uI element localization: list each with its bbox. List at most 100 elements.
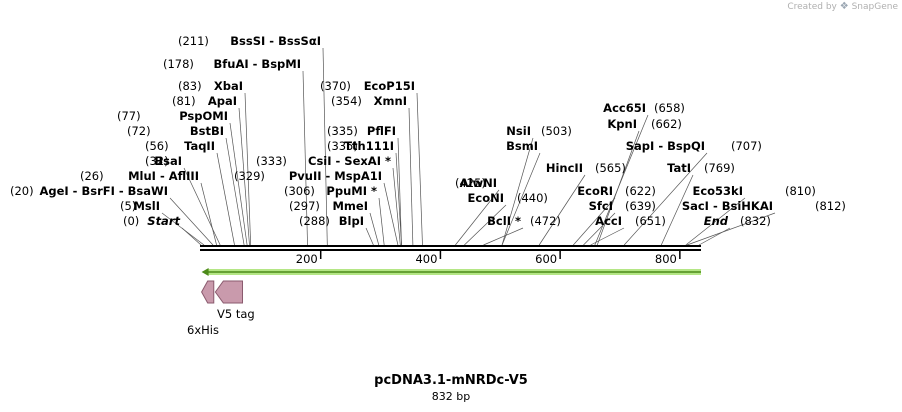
site-label-alwni[interactable]: AlwNI <box>460 176 497 190</box>
site-label-ppumi[interactable]: PpuMI * <box>326 184 377 198</box>
site-label-sfci[interactable]: SfcI <box>589 199 613 213</box>
site-label-msli[interactable]: MslI <box>133 199 160 213</box>
site-label-pflfi[interactable]: PflFI <box>367 124 396 138</box>
site-position-msli: (5) <box>120 199 136 213</box>
site-position-bcli: (472) <box>530 214 561 228</box>
feature-label-6xhis: 6xHis <box>187 323 219 337</box>
leader-msli <box>161 212 205 246</box>
leader-xbai <box>244 92 252 246</box>
site-position-ppumi: (306) <box>284 184 315 198</box>
site-position-bsssi-bsss-i: (211) <box>178 34 209 48</box>
site-position-bfuai-bspmi: (178) <box>163 57 194 71</box>
leader-sapi-bspqi <box>623 152 708 246</box>
orf-arrowhead <box>201 268 209 276</box>
leader-bsssi-bsss-i <box>322 47 328 246</box>
site-position-nsii: (503) <box>541 124 572 138</box>
site-label-bsssi-bsss-i[interactable]: BssSI - BssSαI <box>230 34 321 48</box>
site-label-mmei[interactable]: MmeI <box>332 199 368 213</box>
credit-brand: SnapGene <box>851 2 898 12</box>
site-position-end: (832) <box>740 214 771 228</box>
site-position-blpi: (288) <box>299 214 330 228</box>
leader-mlui-afliii <box>200 182 217 246</box>
leader-bsmi <box>501 152 541 246</box>
site-label-ecori[interactable]: EcoRI <box>577 184 613 198</box>
site-position-pvuii-mspa1i: (329) <box>234 169 265 183</box>
leader-bcli <box>483 227 524 246</box>
site-label-agei-bsrfi-bsawi[interactable]: AgeI - BsrFI - BsaWI <box>39 184 168 198</box>
feature-6xhis[interactable] <box>201 280 215 304</box>
site-position-bstbi: (72) <box>127 124 151 138</box>
snapgene-logo-icon: ❖ <box>839 1 849 12</box>
site-position-saci-bsihkai: (812) <box>815 199 846 213</box>
leader-ppumi <box>378 197 385 246</box>
site-position-hincii: (565) <box>595 161 626 175</box>
site-label-end[interactable]: End <box>704 214 729 228</box>
site-label-eco53ki[interactable]: Eco53kI <box>692 184 743 198</box>
site-position-sfci: (639) <box>625 199 656 213</box>
site-label-tati[interactable]: TatI <box>667 161 691 175</box>
site-label-bsai[interactable]: BsaI <box>154 154 182 168</box>
site-label-xbai[interactable]: XbaI <box>214 79 243 93</box>
site-label-hincii[interactable]: HincII <box>546 161 583 175</box>
site-label-start[interactable]: Start <box>147 214 180 228</box>
site-label-taqii[interactable]: TaqII <box>184 139 215 153</box>
site-label-econi[interactable]: EcoNI <box>468 191 504 205</box>
leader-sfci <box>583 212 616 246</box>
leader-mmei <box>369 212 380 246</box>
sequence-backbone <box>200 245 701 251</box>
leader-pspomi <box>229 122 248 246</box>
site-position-econi: (440) <box>517 191 548 205</box>
site-label-bsmi[interactable]: BsmI <box>506 139 538 153</box>
site-label-xmni[interactable]: XmnI <box>374 94 407 108</box>
leader-nsii <box>501 137 534 246</box>
site-position-pspomi: (77) <box>117 109 141 123</box>
site-position-bsai: (32) <box>145 154 169 168</box>
site-leader-lines <box>161 47 776 246</box>
leader-end <box>698 227 731 246</box>
backbone-bottom-strand <box>200 249 701 251</box>
leader-alwni <box>455 189 500 246</box>
site-label-bcli[interactable]: BclI * <box>487 214 521 228</box>
leader-hincii <box>538 174 586 246</box>
site-label-pvuii-mspa1i[interactable]: PvuII - MspA1I <box>289 169 382 183</box>
site-label-csii-sexai[interactable]: CsiI - SexAI * <box>308 154 391 168</box>
site-label-mlui-afliii[interactable]: MluI - AflIII <box>128 169 199 183</box>
leader-bstbi <box>225 137 245 246</box>
map-title: pcDNA3.1-mNRDc-V5 <box>374 373 528 388</box>
site-label-bfuai-bspmi[interactable]: BfuAI - BspMI <box>214 57 301 71</box>
tick-label-400: 400 <box>415 252 437 266</box>
leader-bfuai-bspmi <box>302 70 308 246</box>
site-position-agei-bsrfi-bsawi: (20) <box>10 184 34 198</box>
site-label-ecop15i[interactable]: EcoP15I <box>364 79 415 93</box>
feature-v5-tag[interactable] <box>214 280 244 304</box>
site-position-apai: (81) <box>172 94 196 108</box>
site-label-acci[interactable]: AccI <box>595 214 622 228</box>
site-label-apai[interactable]: ApaI <box>208 94 237 108</box>
orf-arrow <box>201 268 701 276</box>
leader-kpni <box>596 130 640 246</box>
site-label-pspomi[interactable]: PspOMI <box>179 109 228 123</box>
site-position-kpni: (662) <box>651 117 682 131</box>
leader-pflfi <box>397 137 402 246</box>
leader-saci-bsihkai <box>686 212 776 246</box>
site-label-bstbi[interactable]: BstBI <box>190 124 224 138</box>
site-label-tth111i[interactable]: Tth111I <box>344 139 394 153</box>
site-label-sapi-bspqi[interactable]: SapI - BspQI <box>626 139 705 153</box>
site-label-blpi[interactable]: BlpI <box>339 214 364 228</box>
ruler-ticks: 200 400 600 800 <box>296 251 681 266</box>
site-label-saci-bsihkai[interactable]: SacI - BsiHKAI <box>682 199 773 213</box>
leader-tati <box>660 174 694 246</box>
leader-bsai <box>183 167 221 246</box>
backbone-top-strand <box>200 245 701 247</box>
site-position-taqii: (56) <box>145 139 169 153</box>
leader-tth111i <box>395 152 402 246</box>
site-label-kpni[interactable]: KpnI <box>607 117 637 131</box>
site-label-nsii[interactable]: NsiI <box>506 124 531 138</box>
site-position-mmei: (297) <box>289 199 320 213</box>
site-label-acc65i[interactable]: Acc65I <box>603 101 646 115</box>
site-position-xbai: (83) <box>178 79 202 93</box>
site-position-ecop15i: (370) <box>320 79 351 93</box>
site-position-acci: (651) <box>635 214 666 228</box>
site-position-tati: (769) <box>704 161 735 175</box>
leader-eco53ki <box>685 197 746 246</box>
